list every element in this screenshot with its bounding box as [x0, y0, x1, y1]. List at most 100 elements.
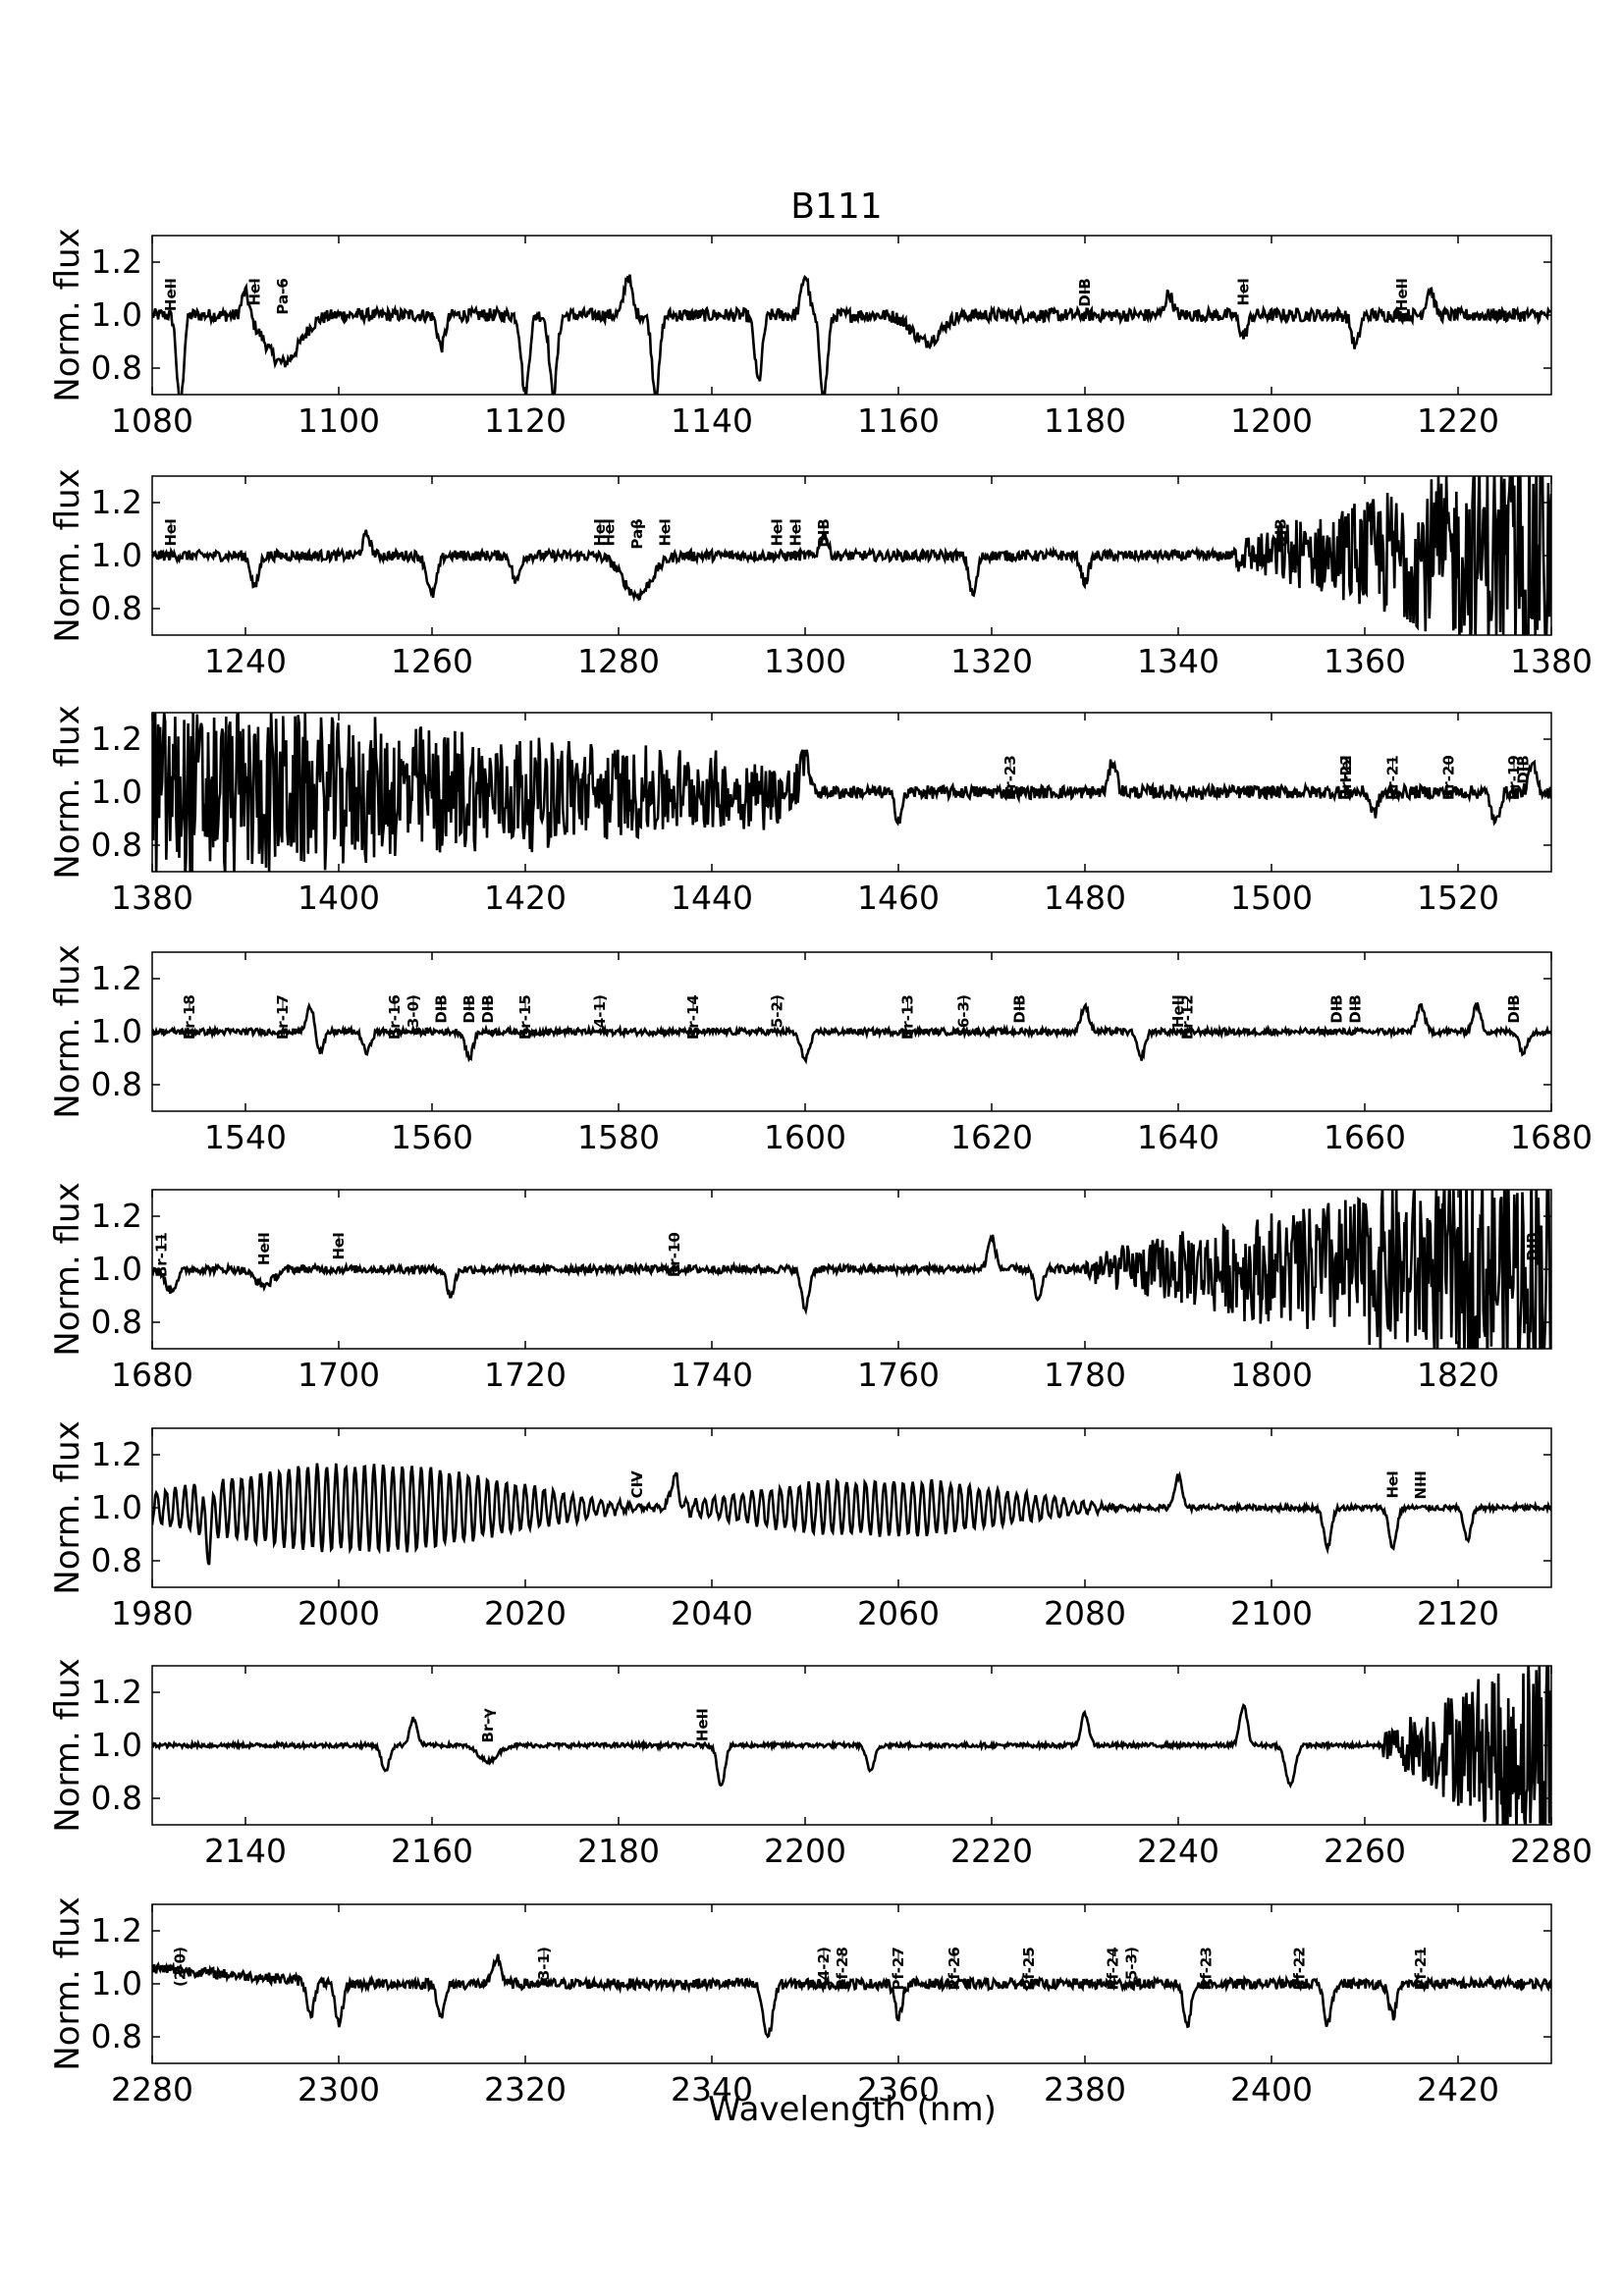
x-tick-label: 1380 [111, 879, 193, 917]
y-tick-label: 1.0 [91, 773, 142, 811]
line-id-label: Br-19 [1505, 755, 1523, 800]
x-tick-label: 2280 [1510, 1832, 1593, 1870]
x-tick-label: 2280 [111, 2070, 193, 2109]
line-id-label: Pf-27 [890, 1947, 907, 1990]
line-id-label: HeI [330, 1232, 348, 1259]
line-id-label: HeI [657, 518, 675, 546]
x-tick-label: 1400 [298, 879, 380, 917]
x-tick-label: 1800 [1230, 1356, 1313, 1394]
x-tick-label: 1180 [1044, 401, 1126, 440]
line-id-label: Paβ [628, 518, 646, 550]
spectrum-panels: 1080 1100 1120 1140 1160 1180 1200 1220 0.8 1.0 1.… [48, 228, 1593, 2109]
line-id-label: CIV [628, 1470, 646, 1499]
line-id-label: DIB [1515, 755, 1533, 783]
y-tick-label: 1.2 [91, 483, 142, 521]
spectrum-line [152, 476, 1551, 635]
line-id-label: Br-14 [684, 994, 702, 1040]
y-tick-label: 1.2 [91, 1197, 142, 1235]
y-tick-label: 1.2 [91, 242, 142, 281]
x-tick-label: 2360 [857, 2070, 940, 2109]
x-tick-label: 2140 [204, 1832, 287, 1870]
x-tick-label: 1820 [1417, 1356, 1499, 1394]
spectrum-panel-3: 1380 1400 1420 1440 1460 1480 1500 1520 0.8 1.0 1.… [48, 705, 1552, 917]
x-tick-label: 2200 [764, 1832, 846, 1870]
x-tick-label: 1160 [857, 401, 940, 440]
line-id-label: DIB [1328, 994, 1346, 1023]
y-tick-label: 0.8 [91, 348, 142, 387]
line-id-label: Br-21 [1384, 755, 1402, 800]
y-tick-label: 1.0 [91, 1012, 142, 1050]
x-tick-label: 1980 [111, 1594, 193, 1632]
y-tick-label: 0.8 [91, 589, 142, 627]
spectrum-panel-6: 1980 2000 2020 2040 2060 2080 2100 2120 0.8 1.0 1.… [48, 1420, 1552, 1632]
line-id-label: Pf-28 [834, 1947, 851, 1990]
x-tick-label: 1380 [1510, 642, 1593, 680]
y-tick-label: 0.8 [91, 1065, 142, 1103]
line-id-label: Br-20 [1440, 755, 1458, 800]
line-id-label: Br-13 [899, 994, 917, 1040]
line-id-label: HeI [1384, 1470, 1402, 1498]
x-tick-label: 2160 [391, 1832, 473, 1870]
y-tick-label: 0.8 [91, 1779, 142, 1817]
line-id-label: HeII [1169, 994, 1187, 1028]
line-id-label: DIB [1505, 994, 1523, 1023]
y-tick-label: 1.2 [91, 1435, 142, 1473]
spectrum-panel-1: 1080 1100 1120 1140 1160 1180 1200 1220 0.8 1.0 1.… [48, 228, 1552, 440]
y-axis-label: Norm. flux [48, 1420, 87, 1594]
line-id-label: (2-0) [172, 1947, 189, 1987]
y-tick-label: 1.0 [91, 1726, 142, 1764]
line-id-label: HeI [787, 518, 805, 546]
x-tick-label: 2400 [1230, 2070, 1313, 2109]
x-tick-label: 2100 [1230, 1594, 1313, 1632]
x-tick-label: 1720 [484, 1356, 567, 1394]
spectrum-panel-8: 2280 2300 2320 2340 2360 2380 2400 2420 0.8 1.0 1.… [48, 1896, 1552, 2109]
x-tick-label: 1540 [204, 1118, 287, 1156]
line-id-label: Br-15 [516, 994, 534, 1040]
y-tick-label: 1.0 [91, 295, 142, 334]
x-tick-label: 1260 [391, 642, 473, 680]
line-id-label: (4-2) [815, 1947, 833, 1987]
line-id-label: (5-3) [1123, 1947, 1141, 1987]
line-id-label: DIB [460, 994, 478, 1023]
spectrum-line [152, 1190, 1551, 1349]
x-tick-label: 1140 [671, 401, 753, 440]
x-tick-label: 1500 [1230, 879, 1313, 917]
spectrum-line [152, 713, 1551, 872]
x-tick-label: 2240 [1137, 1832, 1219, 1870]
x-tick-label: 2340 [671, 2070, 753, 2109]
x-tick-label: 2060 [857, 1594, 940, 1632]
x-tick-label: 1240 [204, 642, 287, 680]
x-tick-label: 2420 [1417, 2070, 1499, 2109]
x-tick-label: 1460 [857, 879, 940, 917]
line-id-label: Br-23 [1001, 755, 1019, 800]
x-tick-label: 1660 [1324, 1118, 1406, 1156]
y-tick-label: 1.2 [91, 1673, 142, 1711]
x-tick-label: 1680 [111, 1356, 193, 1394]
figure-title: B111 [790, 187, 882, 227]
line-id-label: (3-1) [535, 1947, 553, 1987]
line-id-label: HeI [162, 518, 180, 546]
line-id-label: DIB [1524, 1232, 1542, 1260]
x-tick-label: 1280 [577, 642, 660, 680]
x-tick-label: 1420 [484, 879, 567, 917]
y-axis-label: Norm. flux [48, 1182, 87, 1356]
x-tick-label: 2320 [484, 2070, 567, 2109]
y-tick-label: 0.8 [91, 826, 142, 864]
x-tick-label: 1520 [1417, 879, 1499, 917]
y-tick-label: 1.0 [91, 1964, 142, 2002]
x-tick-label: 1620 [950, 1118, 1033, 1156]
x-tick-label: 1760 [857, 1356, 940, 1394]
x-tick-label: 2080 [1044, 1594, 1126, 1632]
spectrum-line [152, 1463, 1551, 1566]
y-axis-label: Norm. flux [48, 1896, 87, 2070]
spectrum-panel-4: 1540 1560 1580 1600 1620 1640 1660 1680 0.8 1.0 1.… [48, 944, 1593, 1156]
line-id-label: HeI [246, 278, 264, 305]
line-id-label: Br-16 [386, 994, 404, 1040]
x-tick-label: 2000 [298, 1594, 380, 1632]
y-axis-label: Norm. flux [48, 1658, 87, 1832]
x-tick-label: 1360 [1324, 642, 1406, 680]
y-tick-label: 0.8 [91, 2017, 142, 2056]
x-tick-label: 2120 [1417, 1594, 1499, 1632]
line-id-label: HeII [255, 1232, 273, 1265]
